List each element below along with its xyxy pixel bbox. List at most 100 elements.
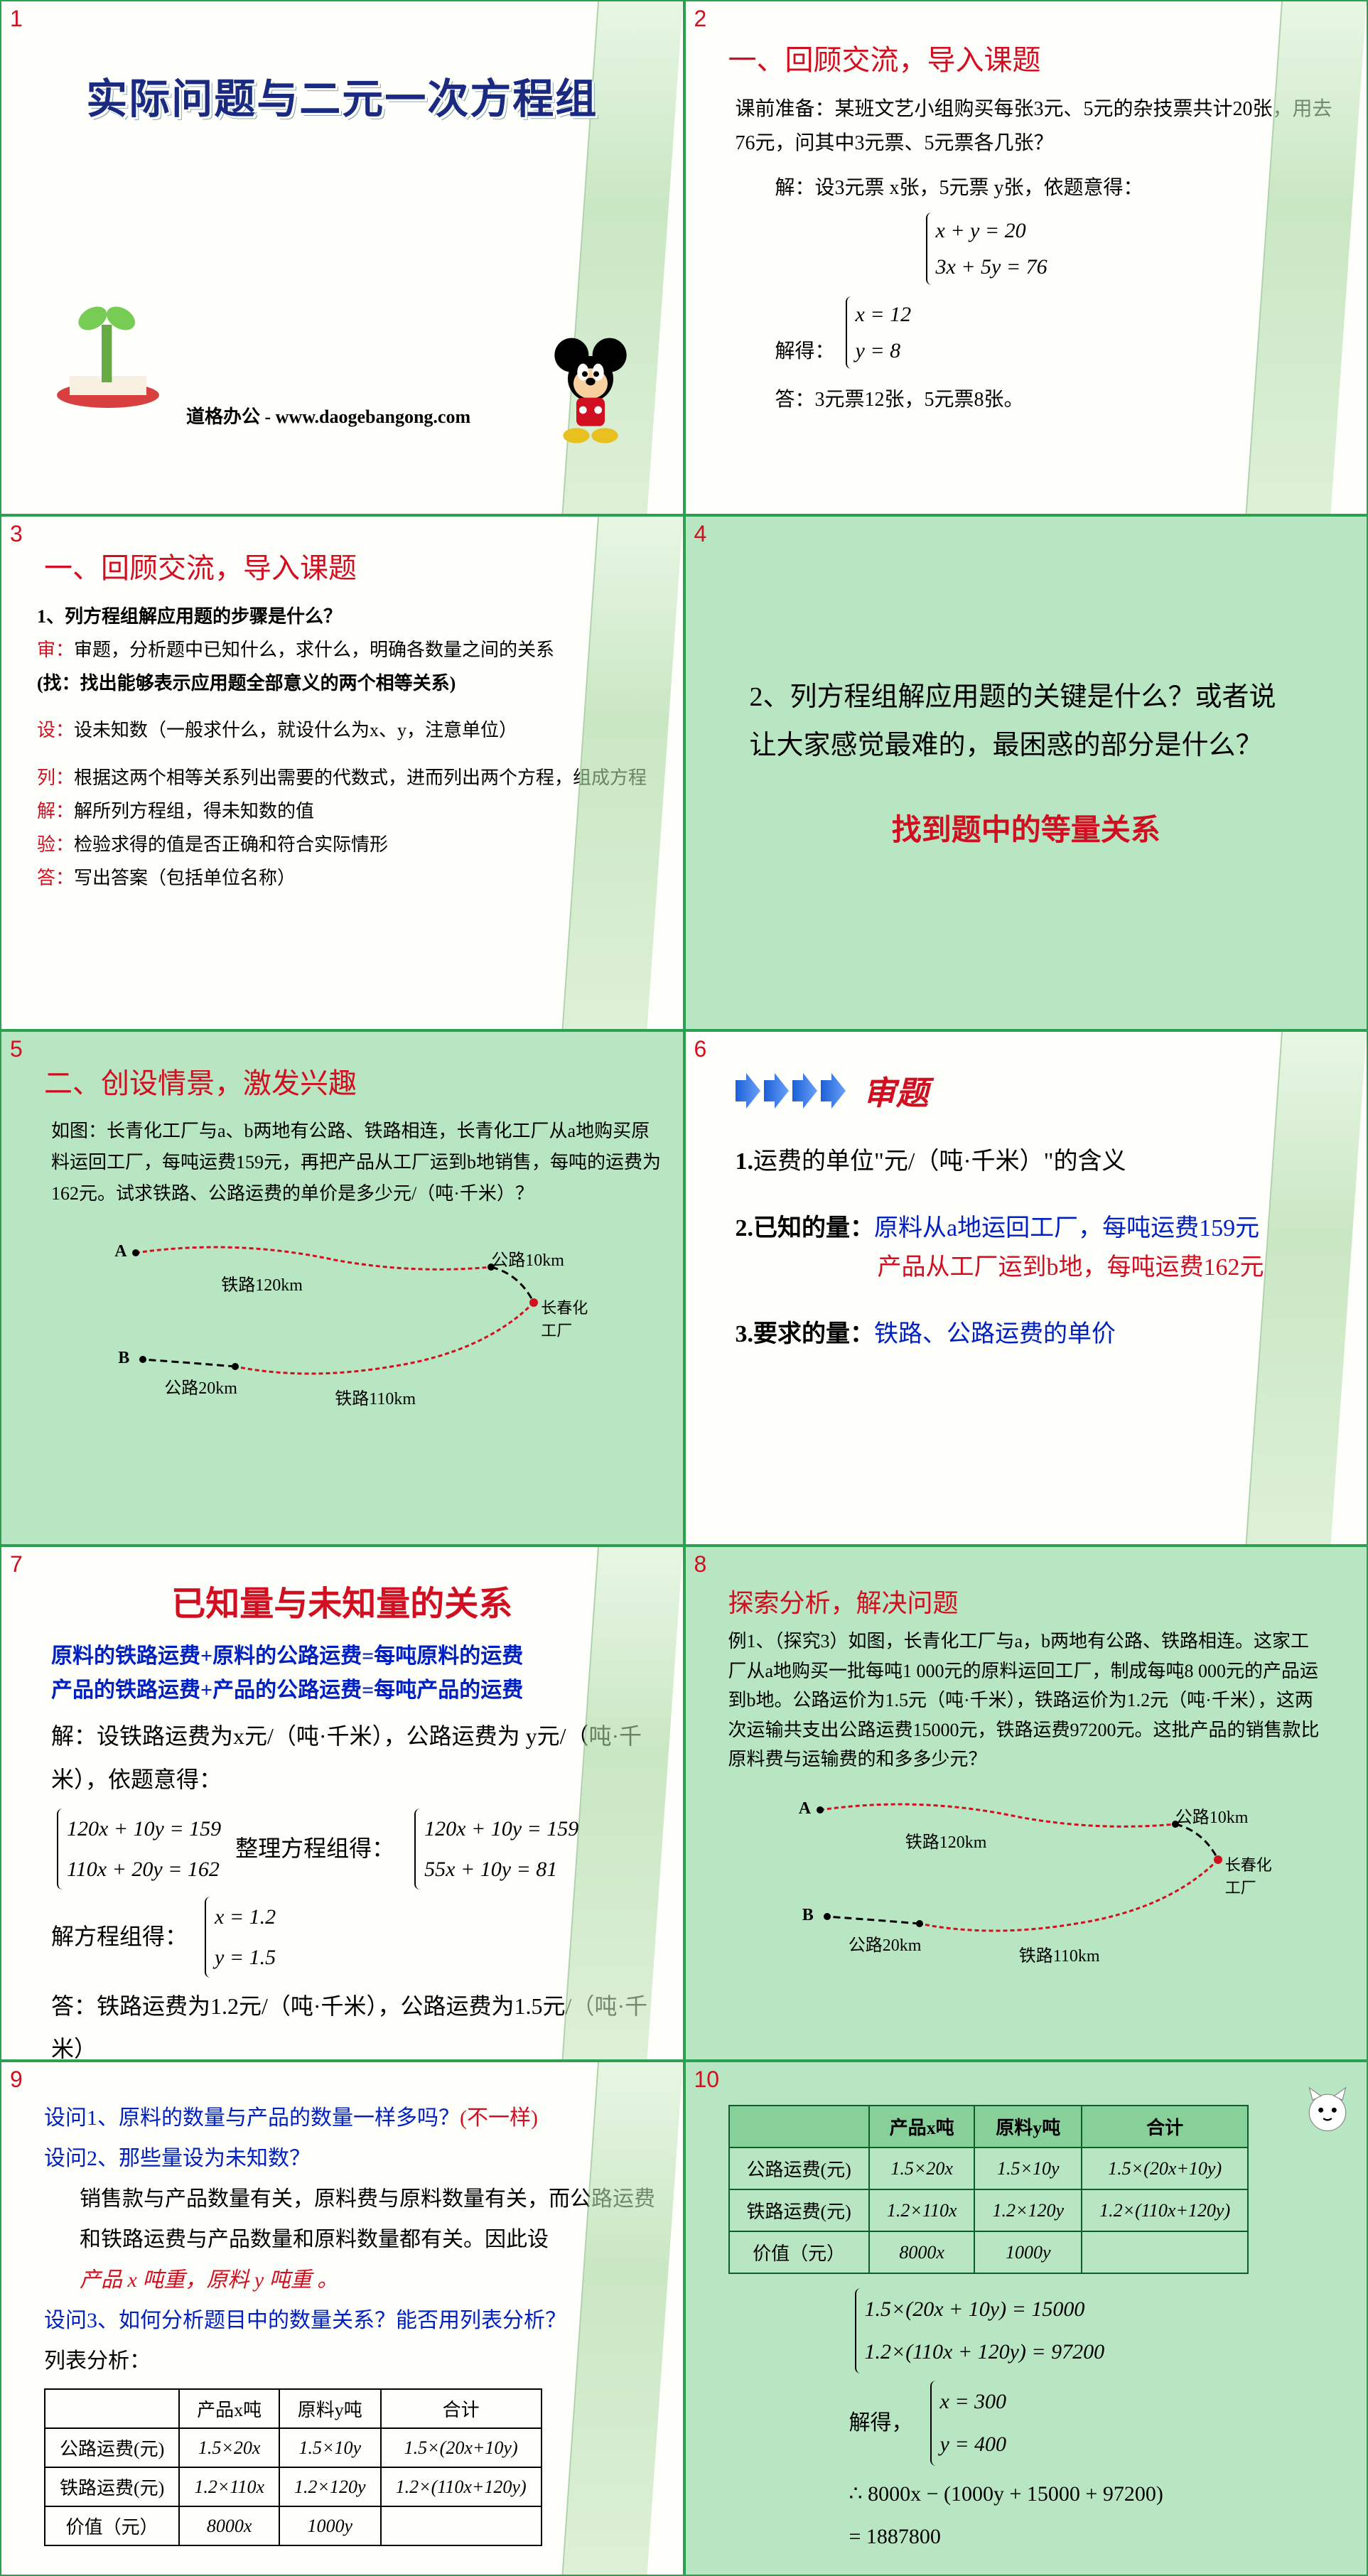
slide-10: 10 产品x吨 原料y吨 合计 公路运费(元) 1.5×20x 1.5×10y … [684,2061,1368,2576]
route-diagram: A B 铁路120km 公路10km 公路20km 铁路110km 长春化工厂 [93,1224,591,1409]
r1c2: 1.5×10y [279,2428,381,2467]
item-1: 1.运费的单位"元/（吨·千米）"的含义 [736,1143,1318,1181]
slide-number: 4 [694,521,707,547]
ans-text: 3元票12张，5元票8张。 [815,389,1024,411]
eq2b: 55x + 10y = 81 [424,1849,578,1890]
example-body: 例1、（探究3）如图，长青化工厂与a，b两地有公路、铁路相连。这家工厂从a地购买… [728,1627,1325,1774]
sol-label: 解： [51,1723,97,1749]
th-material: 原料y吨 [974,2106,1082,2147]
step-lie-label: 列： [37,767,74,788]
route-diagram: A B 铁路120km 公路10km 公路20km 铁路110km 长春化工厂 [777,1789,1275,1959]
step-lie: 根据这两个相等关系列出需要的代数式，进而列出两个方程，组成方程 [74,767,647,788]
final-answer: 答：这批产品的销售款比原料费与运输费的和多1887800元。 [728,2572,1325,2576]
result: = 1887800 [849,2516,1346,2558]
relation-heading: 已知量与未知量的关系 [23,1575,662,1625]
sol-text: 设铁路运费为x元/（吨·千米），公路运费为 y元/（吨·千米），依题意得： [51,1723,642,1792]
point-b: B [802,1906,814,1925]
solve-label: 解得： [775,340,835,362]
working: 1.5×(20x + 10y) = 15000 1.2×(110x + 120y… [849,2288,1346,2558]
sol-text: 设3元票 x张，5元票 y张，依题意得： [815,177,1143,199]
road-10: 公路10km [1175,1803,1249,1828]
content: 课前准备：某班文艺小组购买每张3元、5元的杂技票共计20张，用去76元，问其中3… [736,92,1346,416]
r2c2: 1.2×120y [279,2467,381,2506]
solution-system: x = 12 y = 8 [846,296,912,369]
th-total: 合计 [1082,2106,1248,2147]
r1-label: 公路运费(元) [45,2428,179,2467]
q3-label: 设问3、 [44,2309,119,2332]
step-shen-label: 审： [37,640,74,660]
r3-label: 价值（元） [45,2506,179,2545]
step-she: 设未知数（一般求什么，就设什么为x、y，注意单位） [74,720,517,740]
r2-label: 铁路运费(元) [729,2189,869,2231]
step-she-label: 设： [37,720,74,740]
q2-label: 设问2、 [44,2147,119,2170]
key-answer: 找到题中的等量关系 [707,806,1346,849]
analysis-table: 产品x吨 原料y吨 合计 公路运费(元) 1.5×20x 1.5×10y 1.5… [44,2388,542,2546]
rail-120: 铁路120km [905,1828,987,1853]
equation-system: x + y = 20 3x + 5y = 76 [926,212,1047,285]
shenti-title: 审题 [863,1067,929,1114]
r1c3: 1.5×(20x+10y) [1082,2147,1248,2189]
eq2a: 120x + 10y = 159 [424,1809,578,1849]
solve-label: 解方程组得： [51,1915,188,1958]
point-b: B [118,1349,129,1368]
slide-3: 3 一、回顾交流，导入课题 1、列方程组解应用题的步骤是什么？ 审：审题，分析题… [0,515,684,1030]
slide-1: 1 实际问题与二元一次方程组 道格办公 - www.daogebangong. [0,0,684,515]
item-2: 2.已知的量：原料从a地运回工厂，每吨运费159元 产品从工厂运到b地，每吨运费… [736,1209,1318,1287]
double-arrow-icon [736,1073,849,1109]
q1-label: 设问1、 [44,2106,119,2130]
slide-number: 2 [694,6,707,32]
eq1a: 120x + 10y = 159 [67,1809,221,1849]
item3-prefix: 3.要求的量： [736,1321,875,1347]
step-jie: 解所列方程组，得未知数的值 [74,801,314,821]
q1-ans: (不一样) [460,2106,538,2130]
sprout-icon [44,286,172,414]
item1-prefix: 1. [736,1148,754,1175]
road-20: 公路20km [164,1374,237,1399]
q3: 如何分析题目中的数量关系？能否用列表分析？ [119,2309,566,2332]
question-1: 1、列方程组解应用题的步骤是什么？ [37,600,662,634]
slide-number: 10 [694,2066,720,2093]
prep-label: 课前准备： [736,98,835,120]
slide-2: 2 一、回顾交流，导入课题 课前准备：某班文艺小组购买每张3元、5元的杂技票共计… [684,0,1368,515]
step-jie-label: 解： [37,801,74,821]
r3-label: 价值（元） [729,2231,869,2273]
footer-text: 道格办公 - www.daogebangong.com [186,402,470,429]
section-heading: 探索分析，解决问题 [728,1583,1346,1620]
eq-sys-2: 120x + 10y = 159 55x + 10y = 81 [414,1809,578,1890]
slide-number: 9 [10,2066,23,2093]
step-da: 写出答案（包括单位名称） [74,868,296,888]
th-material: 原料y吨 [279,2389,381,2428]
cat-icon [1303,2084,1352,2133]
item2b: 产品从工厂运到b地，每吨运费162元 [878,1254,1264,1281]
r2c1: 1.2×110x [869,2189,975,2231]
slide-9: 9 设问1、原料的数量与产品的数量一样多吗？(不一样) 设问2、那些量设为未知数… [0,2061,684,2576]
factory-label: 长春化工厂 [1225,1853,1275,1898]
r3c1: 8000x [179,2506,279,2545]
problem-text: 如图：长青化工厂与a、b两地有公路、铁路相连，长青化工厂从a地购买原料运回工厂，… [51,1116,662,1210]
sol-y: y = 8 [856,333,912,369]
item-3: 3.要求的量：铁路、公路运费的单价 [736,1315,1318,1354]
r2-label: 铁路运费(元) [45,2467,179,2506]
sol-y: y = 1.5 [215,1937,276,1978]
step-yan-label: 验： [37,834,74,855]
th-total: 合计 [381,2389,542,2428]
slide-number: 7 [10,1551,23,1578]
ans-label: 答： [775,389,815,411]
slide-6: 6 审题 1.运费的单位"元/（吨·千米）"的含义 2.已知的量：原料从a地运回… [684,1030,1368,1546]
explain: 销售款与产品数量有关，原料费与原料数量有关，而公路运费和铁路运费与产品数量和原料… [80,2179,662,2260]
slide-number: 8 [694,1551,707,1578]
sol-x: x = 1.2 [215,1897,276,1937]
step-yan: 检验求得的值是否正确和符合实际情形 [74,834,388,855]
relation-2: 产品的铁路运费+产品的公路运费=每吨产品的运费 [51,1674,662,1708]
r3c2: 1000y [279,2506,381,2545]
r2c1: 1.2×110x [179,2467,279,2506]
eq1b: 110x + 20y = 162 [67,1849,221,1890]
road-10: 公路10km [491,1246,564,1271]
factory-label: 长春化工厂 [541,1295,591,1341]
r1c1: 1.5×20x [179,2428,279,2467]
eq-1: x + y = 20 [936,212,1047,249]
review-header: 审题 [736,1067,1346,1114]
r3c1: 8000x [869,2231,975,2273]
q2: 那些量设为未知数？ [119,2147,311,2170]
